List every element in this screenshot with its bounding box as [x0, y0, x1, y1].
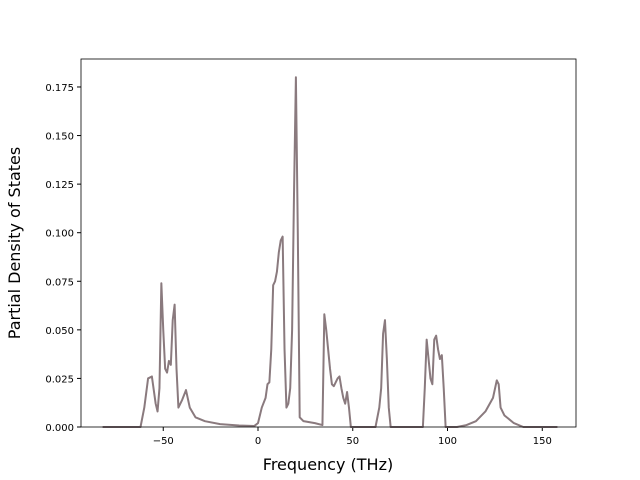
x-tick-label: −50	[153, 436, 174, 447]
y-tick-label: 0.150	[45, 132, 74, 143]
y-tick-label: 0.025	[45, 374, 74, 385]
line	[102, 76, 558, 428]
y-tick-label: 0.175	[45, 83, 74, 94]
x-tick-label: 0	[255, 436, 261, 447]
x-tick-label: 50	[346, 436, 359, 447]
x-axis-label: Frequency (THz)	[263, 455, 393, 474]
y-tick-label: 0.000	[45, 423, 74, 434]
y-tick-label: 0.100	[45, 229, 74, 240]
y-tick-label: 0.075	[45, 277, 74, 288]
y-tick-label: 0.050	[45, 326, 74, 337]
y-axis-label: Partial Density of States	[5, 147, 24, 339]
y-tick-label: 0.125	[45, 180, 74, 191]
x-tick-label: 100	[438, 436, 457, 447]
plot-frame	[80, 58, 577, 428]
x-tick-label: 150	[533, 436, 552, 447]
